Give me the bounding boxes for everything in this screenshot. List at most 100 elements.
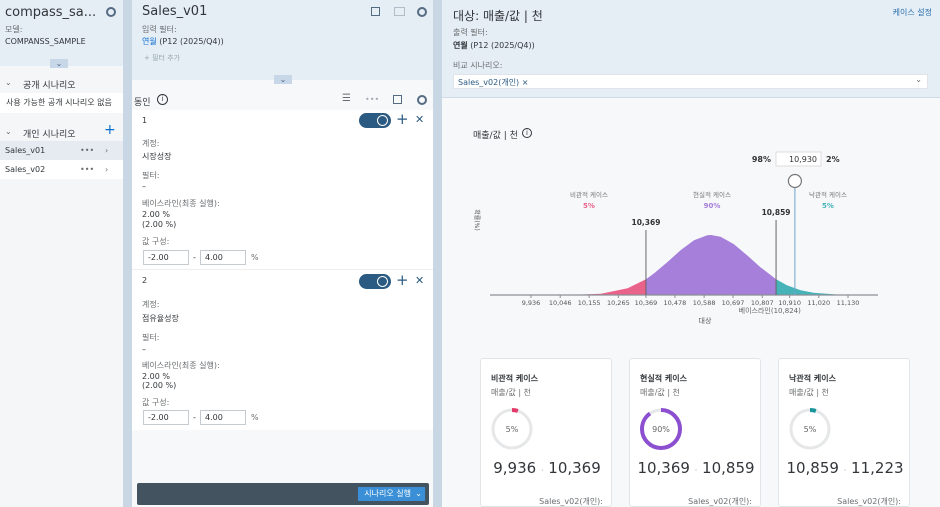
scenario-item[interactable]: Sales_v02 ••• › [0,160,123,179]
case-range: 10,369 · 10,859 [637,459,755,477]
gear-icon[interactable] [106,7,116,17]
x-tick-label: 10,046 [549,299,572,307]
case-card[interactable]: 현실적 케이스 매출/값 | 천 90% 10,369 · 10,859 Sal… [629,358,761,507]
list-icon[interactable]: ☰ [342,93,351,104]
chevron-down-icon[interactable]: ⌄ [915,75,922,84]
unit-label: % [251,253,259,262]
drivers-label: 동인 [134,98,151,108]
x-tick-label: 10,155 [578,299,601,307]
table-settings-icon[interactable] [393,95,402,104]
case-card[interactable]: 비관적 케이스 매출/값 | 천 5% 9,936 · 10,369 Sales… [480,358,612,507]
filter-value: – [142,345,146,354]
filter-value: – [142,182,146,191]
region-area [646,235,777,295]
remove-token-icon: × [521,78,529,87]
filter-label: 필터: [142,171,160,180]
slider-value-input[interactable] [775,151,822,167]
baseline-sub: (2.00 %) [142,220,177,229]
add-icon[interactable]: + [396,110,409,128]
x-tick-label: 10,910 [778,299,801,307]
region-area [776,279,873,295]
x-tick-label: 10,265 [607,299,630,307]
baseline-label: 베이스라인(10,824) [739,306,801,315]
input-filter-label: 입력 필터: [142,25,177,34]
case-pct: 5% [804,425,817,434]
driver-item: 1 + ✕ 계정: 시장성장 필터: – 베이스라인(최종 실행): 2.00 … [132,110,433,270]
gear-icon[interactable] [417,7,427,17]
driver-item: 2 + ✕ 계정: 점유율성장 필터: – 베이스라인(최종 실행): 2.00… [132,270,433,430]
save-as-icon[interactable] [394,7,405,16]
more-icon[interactable]: ••• [80,146,95,155]
close-icon[interactable]: ✕ [415,113,425,126]
more-icon[interactable]: ••• [80,165,95,174]
collapse-chevron-icon[interactable]: ⌄ [50,59,68,68]
filter-value: (P12 (2025/Q4)) [159,37,224,46]
info-icon[interactable]: i [522,128,532,138]
model-label: 모델: [5,25,23,34]
x-tick-label: 9,936 [522,299,541,307]
x-tick-label: 11,020 [807,299,830,307]
chevron-down-icon[interactable]: ⌄ [5,78,12,87]
min-input[interactable]: -2.00 [143,410,189,425]
account-label: 계정: [142,139,160,148]
filter-value: (P12 (2025/Q4)) [470,41,535,50]
collapse-chevron-icon[interactable]: ⌄ [274,75,292,84]
slider-left-pct: 98% [752,155,771,164]
results-header: 대상: 매출/값 | 천 케이스 설정 출력 필터: 연월 (P12 (2025… [442,0,940,98]
unit-label: % [251,413,259,422]
compare-label: 비교 시나리오: [453,61,503,70]
y-axis-label: 확률(%) [473,209,481,230]
compare-scenario-select[interactable]: Sales_v02(개인) × ⌄ [453,74,928,89]
compare-token[interactable]: Sales_v02(개인) × [458,78,529,87]
gear-icon[interactable] [417,95,427,105]
case-compare-label: Sales_v02(개인): [688,497,752,506]
scenario-item[interactable]: Sales_v01 ••• › [0,141,123,160]
baseline-sub: (2.00 %) [142,381,177,390]
case-compare-label: Sales_v02(개인): [837,497,901,506]
baseline-value: 2.00 % [142,372,170,381]
case-donut-fill [789,408,831,450]
x-tick-label: 10,369 [635,299,658,307]
slider-right-pct: 2% [826,155,840,164]
driver-toggle[interactable] [359,274,391,289]
case-title: 비관적 케이스 [491,374,538,383]
driver-index: 2 [142,276,148,285]
case-pct: 90% [652,425,670,434]
max-input[interactable]: 4.00 [200,250,246,265]
account-value: 점유율성장 [142,314,179,323]
slider-handle[interactable] [787,173,803,189]
case-settings-link[interactable]: 케이스 설정 [892,8,932,17]
scenario-list-panel: compass_sa... 모델: COMPANSS_SAMPLE ⌄ ⌄ 공개… [0,0,123,507]
scenario-title: Sales_v01 [142,4,208,19]
filter-key-link[interactable]: 연월 [142,37,157,46]
public-scenarios-header[interactable]: 공개 시나리오 [23,81,76,91]
add-filter-link[interactable]: + 필터 추가 [144,54,181,62]
no-public-scenarios-text: 사용 가능한 공개 시나리오 없음 [6,98,112,107]
slider-value: 10,930 [789,155,817,164]
drivers-list: 1 + ✕ 계정: 시장성장 필터: – 베이스라인(최종 실행): 2.00 … [132,110,433,430]
add-icon[interactable]: + [396,271,409,289]
output-filter-label: 출력 필터: [453,28,488,37]
slider-readout[interactable]: 98% 10,930 2% [752,151,840,167]
case-card[interactable]: 낙관적 케이스 매출/값 | 천 5% 10,859 · 11,223 Sale… [778,358,910,507]
region-pct: 5% [583,202,595,210]
chevron-right-icon[interactable]: › [105,165,109,174]
account-value: 시장성장 [142,152,172,161]
info-icon[interactable]: i [157,94,168,105]
more-icon[interactable]: ••• [365,95,380,104]
chevron-down-icon[interactable]: ⌄ [5,127,12,136]
private-scenarios-header[interactable]: 개인 시나리오 [23,130,76,140]
save-icon[interactable] [371,7,380,16]
chevron-right-icon[interactable]: › [105,146,109,155]
target-title: 대상: 매출/값 | 천 [453,9,543,23]
add-scenario-icon[interactable]: + [104,122,116,138]
min-input[interactable]: -2.00 [143,250,189,265]
max-input[interactable]: 4.00 [200,410,246,425]
driver-toggle[interactable] [359,113,391,128]
close-icon[interactable]: ✕ [415,274,425,287]
x-tick-label: 10,697 [722,299,745,307]
region-name: 낙관적 케이스 [809,190,847,199]
filter-key: 연월 [453,41,468,50]
case-pct: 5% [506,425,519,434]
run-scenario-button[interactable]: 시나리오 실행 ⌄ [358,487,425,501]
